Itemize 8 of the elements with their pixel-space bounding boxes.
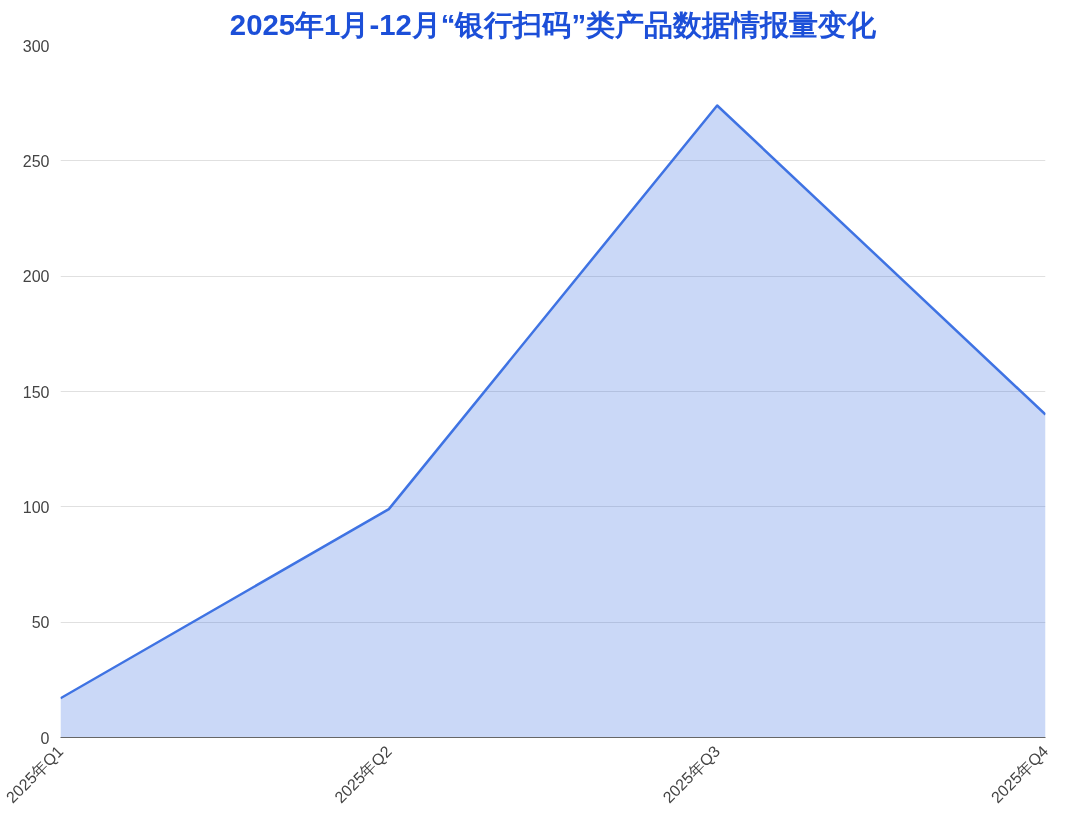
y-tick-label: 100 (22, 498, 50, 516)
y-tick-label: 200 (22, 268, 50, 286)
chart-title: 2025年1月-12月“银行扫码”类产品数据情报量变化 (229, 7, 878, 41)
y-tick-label: 150 (22, 383, 50, 401)
y-tick-label: 0 (40, 729, 50, 747)
y-tick-label: 250 (22, 152, 50, 170)
y-tick-label: 300 (22, 37, 50, 55)
y-tick-label: 50 (31, 614, 50, 632)
